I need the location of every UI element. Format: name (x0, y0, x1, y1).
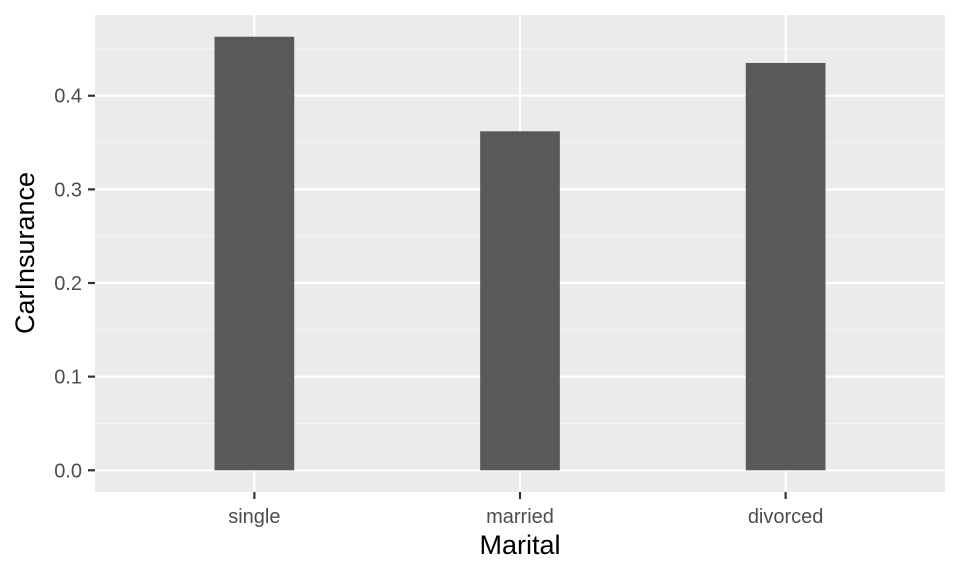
x-axis-title: Marital (479, 530, 560, 560)
x-tick-label: divorced (748, 506, 824, 528)
bars (214, 36, 826, 471)
bar-married (480, 131, 560, 471)
x-tick-label: single (228, 506, 280, 528)
axes: 0.0 0.1 0.2 0.3 0.4 single married divorced (54, 86, 823, 528)
y-tick-label: 0.3 (54, 179, 82, 201)
y-tick-label: 0.0 (54, 460, 82, 482)
y-tick-label: 0.1 (54, 367, 82, 389)
bar-divorced (745, 62, 826, 471)
y-tick-label: 0.4 (54, 86, 82, 108)
x-tick-label: married (486, 506, 554, 528)
bar-single (214, 36, 295, 471)
y-axis-title: CarInsurance (10, 172, 40, 334)
y-tick-label: 0.2 (54, 273, 82, 295)
